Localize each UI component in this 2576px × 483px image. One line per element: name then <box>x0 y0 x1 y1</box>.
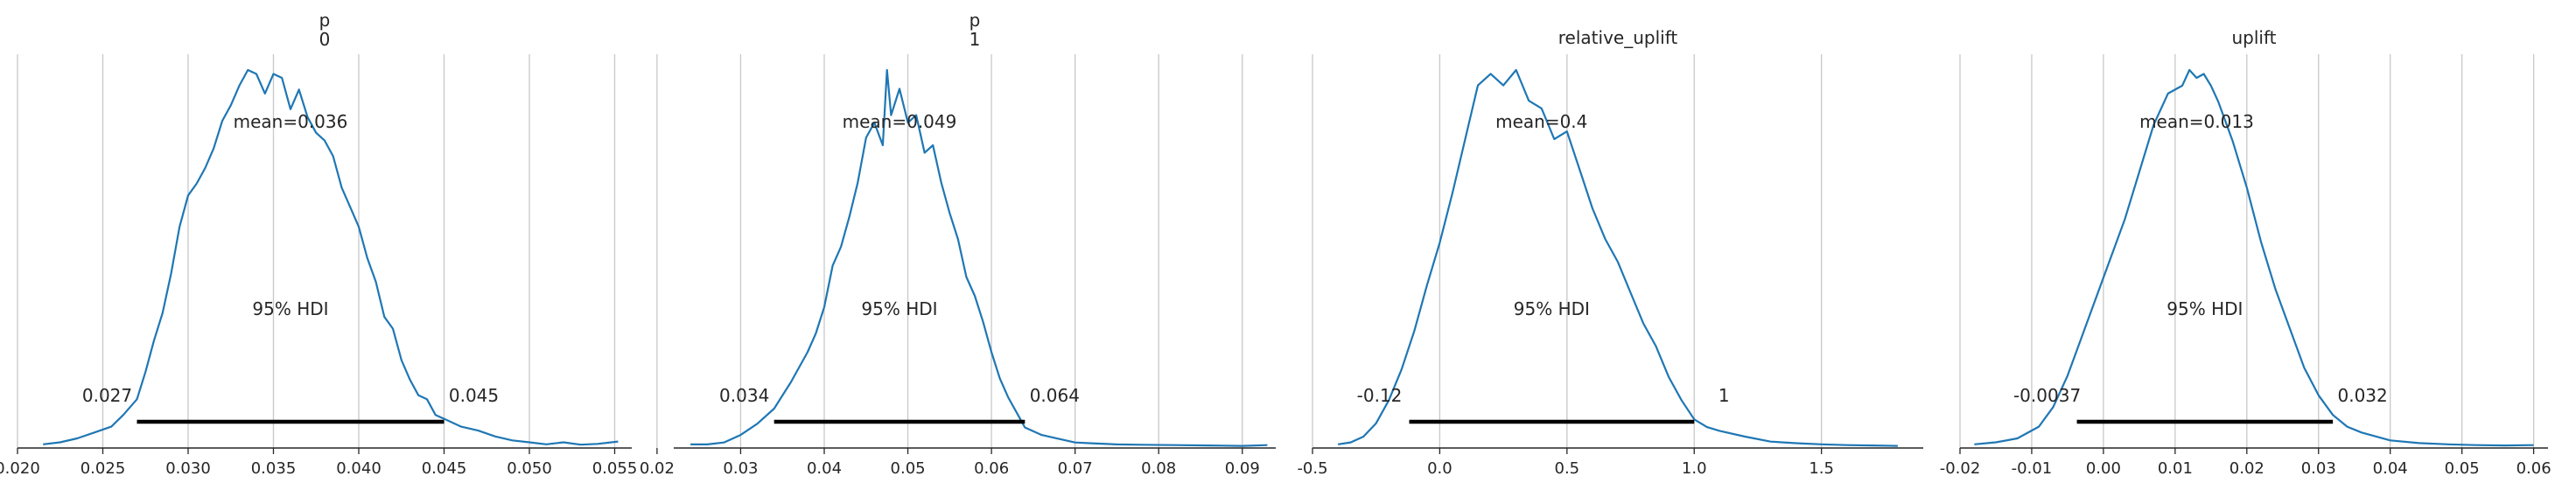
x-tick-label: 0.01 <box>2158 459 2193 478</box>
hdi-text: 95% HDI <box>2166 298 2243 319</box>
panel-1: 0.02 0.03 0.04 0.05 0.06 0.07 0.08 0.09 p1 0.034 0… <box>640 10 1276 478</box>
hdi-high-label: 0.045 <box>449 385 499 406</box>
x-tick-label: 0.09 <box>1225 459 1260 478</box>
x-tick-label: 0.0 <box>1427 459 1452 478</box>
x-tick-label: 0.03 <box>723 459 758 478</box>
panel-2: -0.5 0.0 0.5 1.0 1.5 relative_uplift -0.12 1 95%… <box>1297 27 1923 478</box>
x-tick-label: 0.06 <box>974 459 1009 478</box>
density-line <box>43 68 619 446</box>
panel-3: -0.02 -0.01 0.00 0.01 0.02 0.03 0.04 0.05 0.06 up… <box>1940 27 2552 478</box>
hdi-text: 95% HDI <box>252 298 328 319</box>
hdi-text: 95% HDI <box>1514 298 1590 319</box>
x-tick-label: -0.01 <box>2012 459 2053 478</box>
x-tick-label: 0.04 <box>2373 459 2408 478</box>
x-tick-label: -0.5 <box>1297 459 1327 478</box>
x-tick-label: 0.025 <box>80 459 126 478</box>
panel-title: relative_uplift <box>1558 27 1678 48</box>
density-line <box>1974 68 2534 447</box>
panel-0: 0.020 0.025 0.030 0.035 0.040 0.045 0.050 0.055… <box>0 10 637 478</box>
mean-label: mean=0.049 <box>843 111 957 132</box>
x-tick-label: 0.050 <box>507 459 552 478</box>
hdi-text: 95% HDI <box>861 298 937 319</box>
hdi-high-label: 1 <box>1718 385 1730 406</box>
x-tick-label: 0.030 <box>165 459 211 478</box>
x-tick-label: 1.0 <box>1682 459 1707 478</box>
x-tick-label: 0.5 <box>1555 459 1580 478</box>
x-tick-label: 0.08 <box>1141 459 1176 478</box>
x-tick-label: 0.02 <box>2230 459 2264 478</box>
mean-label: mean=0.4 <box>1495 111 1587 132</box>
x-tick-label: -0.02 <box>1940 459 1981 478</box>
panel-title: 0 <box>319 29 331 50</box>
x-tick-label: 0.02 <box>640 459 675 478</box>
x-tick-label: 0.040 <box>336 459 382 478</box>
mean-label: mean=0.036 <box>234 111 348 132</box>
x-tick-label: 0.05 <box>891 459 926 478</box>
x-tick-label: 0.035 <box>251 459 297 478</box>
hdi-high-label: 0.064 <box>1030 385 1080 406</box>
x-tick-label: 0.055 <box>592 459 638 478</box>
panel-title: p <box>970 10 981 31</box>
x-tick-label: 0.00 <box>2086 459 2121 478</box>
hdi-low-label: -0.12 <box>1357 385 1403 406</box>
hdi-low-label: -0.0037 <box>2013 385 2081 406</box>
x-tick-label: 0.07 <box>1058 459 1093 478</box>
panel-title: uplift <box>2231 27 2276 48</box>
x-tick-label: 0.045 <box>422 459 467 478</box>
x-tick-label: 0.04 <box>807 459 842 478</box>
hdi-low-label: 0.034 <box>719 385 769 406</box>
panel-title: 1 <box>970 29 981 50</box>
x-tick-label: 0.06 <box>2516 459 2552 478</box>
density-line <box>690 68 1268 447</box>
density-line <box>1337 68 1898 447</box>
hdi-high-label: 0.032 <box>2338 385 2388 406</box>
mean-label: mean=0.013 <box>2139 111 2254 132</box>
x-tick-label: 0.020 <box>0 459 40 478</box>
x-tick-label: 0.03 <box>2301 459 2336 478</box>
panel-title: p <box>319 10 331 31</box>
hdi-low-label: 0.027 <box>82 385 132 406</box>
x-tick-label: 1.5 <box>1809 459 1834 478</box>
x-tick-label: 0.05 <box>2445 459 2480 478</box>
